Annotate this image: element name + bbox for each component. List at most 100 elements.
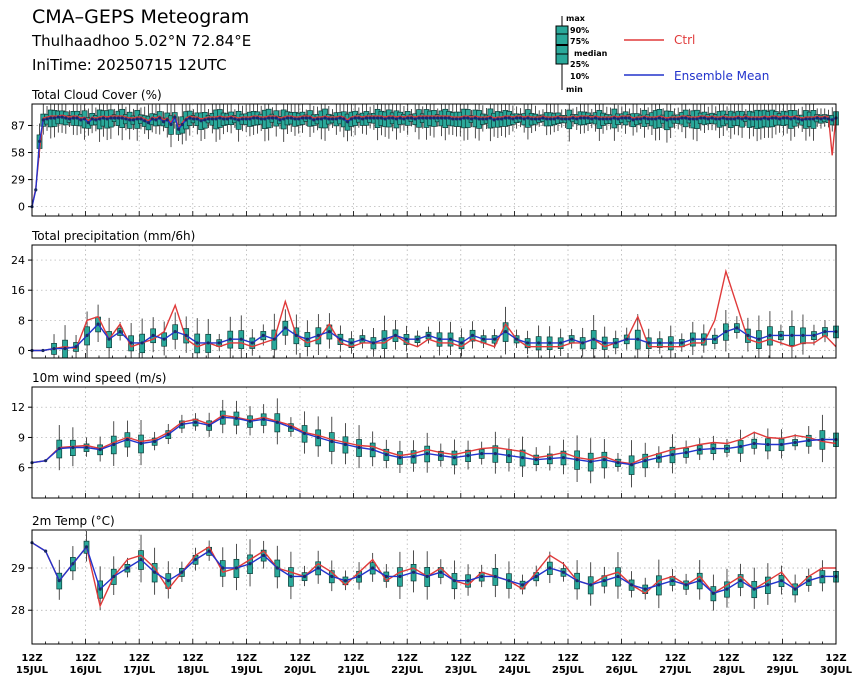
total-cloud-cover-mean-point [552,117,556,121]
xtick-date-label: 29JUL [766,665,799,676]
total-cloud-cover-mean-point [252,116,256,120]
10m-wind-speed-m-s-mean-point [711,446,715,451]
2m-temp-c-mean-point [466,579,470,583]
2m-temp-c-ytick-label: 28 [11,604,25,617]
2m-temp-c-mean-point [670,579,675,583]
total-cloud-cover-mean-point [665,118,669,122]
total-cloud-cover-mean-point [293,117,297,121]
2m-temp-c-mean-point [207,549,211,553]
total-cloud-cover-mean-point [684,116,688,120]
total-precipitation-mm-6h-mean-point [41,348,45,353]
total-cloud-cover-mean-point [732,117,737,121]
total-cloud-cover-mean-point [706,117,710,121]
total-cloud-cover-mean-point [424,116,429,120]
total-cloud-cover-mean-point [661,117,665,121]
total-cloud-cover-mean-point [165,118,169,122]
xtick-time-label: 12Z [343,653,364,664]
total-cloud-cover-mean-point [259,117,263,121]
total-cloud-cover-mean-point [624,116,628,120]
total-cloud-cover-mean-point [368,116,372,120]
total-precipitation-mm-6h-ctrl-line [32,268,837,352]
10m-wind-speed-m-s-mean-point [466,454,470,458]
total-cloud-cover-mean-point [695,117,699,121]
2m-temp-c-mean-point [411,570,416,574]
total-precipitation-mm-6h-mean-point [702,337,706,341]
total-cloud-cover-mean-point [571,116,575,120]
chart-title: CMA–GEPS Meteogram [32,6,250,28]
total-cloud-cover-mean-point [417,116,421,120]
total-cloud-cover-mean-point [522,117,526,121]
2m-temp-c-mean-point [520,583,525,587]
total-cloud-cover-mean-point [120,116,124,120]
total-cloud-cover-mean-point [349,117,353,121]
total-cloud-cover-mean-point [586,116,590,120]
total-cloud-cover-mean-point [173,115,177,119]
xtick-time-label: 12Z [825,653,846,664]
total-precipitation-mm-6h-mean-point [437,337,442,341]
2m-temp-c-ctrl-line [31,542,836,609]
total-cloud-cover-mean-point [278,118,282,122]
10m-wind-speed-m-s-panel-title: 10m wind speed (m/s) [32,371,166,385]
total-cloud-cover-mean-point [751,117,755,121]
total-cloud-cover-mean-point [383,117,387,121]
10m-wind-speed-m-s-mean-point [125,437,129,442]
10m-wind-speed-m-s-mean-point [793,440,797,445]
total-cloud-cover-mean-point [815,116,819,120]
total-cloud-cover-mean-point [451,117,455,121]
total-cloud-cover-mean-point [308,116,312,120]
total-precipitation-mm-6h-mean-point [261,333,265,337]
10m-wind-speed-m-s-mean-point [112,442,116,447]
total-cloud-cover-mean-point [642,116,646,120]
xtick-time-label: 12Z [75,653,96,664]
total-precipitation-mm-6h-mean-point [548,341,552,345]
total-precipitation-mm-6h-mean-point [481,337,486,341]
total-cloud-cover-mean-point [511,117,515,121]
total-cloud-cover-mean-point [702,116,707,120]
total-cloud-cover-mean-point [530,117,534,121]
total-cloud-cover-mean-point [545,117,549,121]
xtick-date-label: 24JUL [498,665,531,676]
2m-temp-c-mean-point [820,574,824,579]
total-cloud-cover-mean-point [800,118,804,122]
total-cloud-cover-mean-point [372,116,376,120]
total-cloud-cover-ytick-label: 58 [11,147,25,160]
total-cloud-cover-mean-point [353,116,357,120]
xtick-date-label: 15JUL [16,665,49,676]
total-cloud-cover-mean-point [537,117,541,121]
total-cloud-cover-mean-point [203,118,207,122]
total-precipitation-mm-6h-mean-point [724,330,728,334]
10m-wind-speed-m-s-mean-point [425,452,429,456]
10m-wind-speed-m-s-mean-point [84,445,89,450]
2m-temp-c-panel-title: 2m Temp (°C) [32,514,115,528]
10m-wind-speed-m-s-mean-point [616,461,620,465]
total-precipitation-mm-6h-mean-point [250,341,254,345]
10m-wind-speed-m-s-mean-point [670,453,675,457]
10m-wind-speed-m-s-ytick-label: 6 [18,462,25,475]
2m-temp-c-mean-point [221,566,225,570]
total-precipitation-mm-6h-mean-point [118,330,122,334]
total-precipitation-mm-6h-mean-point [184,333,188,337]
10m-wind-speed-m-s-mean-point [411,455,416,459]
total-cloud-cover-mean-point [443,116,447,120]
total-cloud-cover-mean-point [691,117,695,121]
2m-temp-c-mean-point [548,566,552,570]
total-cloud-cover-ytick-label: 29 [11,174,25,187]
total-cloud-cover-mean-point [124,117,128,121]
total-precipitation-mm-6h-mean-point [338,337,342,341]
total-precipitation-mm-6h-mean-point [713,337,717,341]
total-precipitation-mm-6h-mean-point [592,337,596,341]
total-precipitation-mm-6h-mean-line [32,323,836,352]
total-cloud-cover-mean-point [717,117,722,121]
total-cloud-cover-mean-point [345,120,350,124]
2m-temp-c-mean-point [371,566,375,570]
total-precipitation-mm-6h-mean-point [735,326,739,330]
legend-box-lower [555,53,569,65]
2m-temp-c-mean-point [166,579,170,583]
xtick-time-label: 12Z [450,653,471,664]
total-cloud-cover-mean-point [680,116,684,120]
total-cloud-cover-mean-point [109,116,113,120]
total-cloud-cover-ytick-label: 87 [11,119,25,132]
total-cloud-cover-mean-point [64,116,68,120]
total-cloud-cover-mean-point [605,117,609,121]
10m-wind-speed-m-s-mean-point [234,416,239,420]
